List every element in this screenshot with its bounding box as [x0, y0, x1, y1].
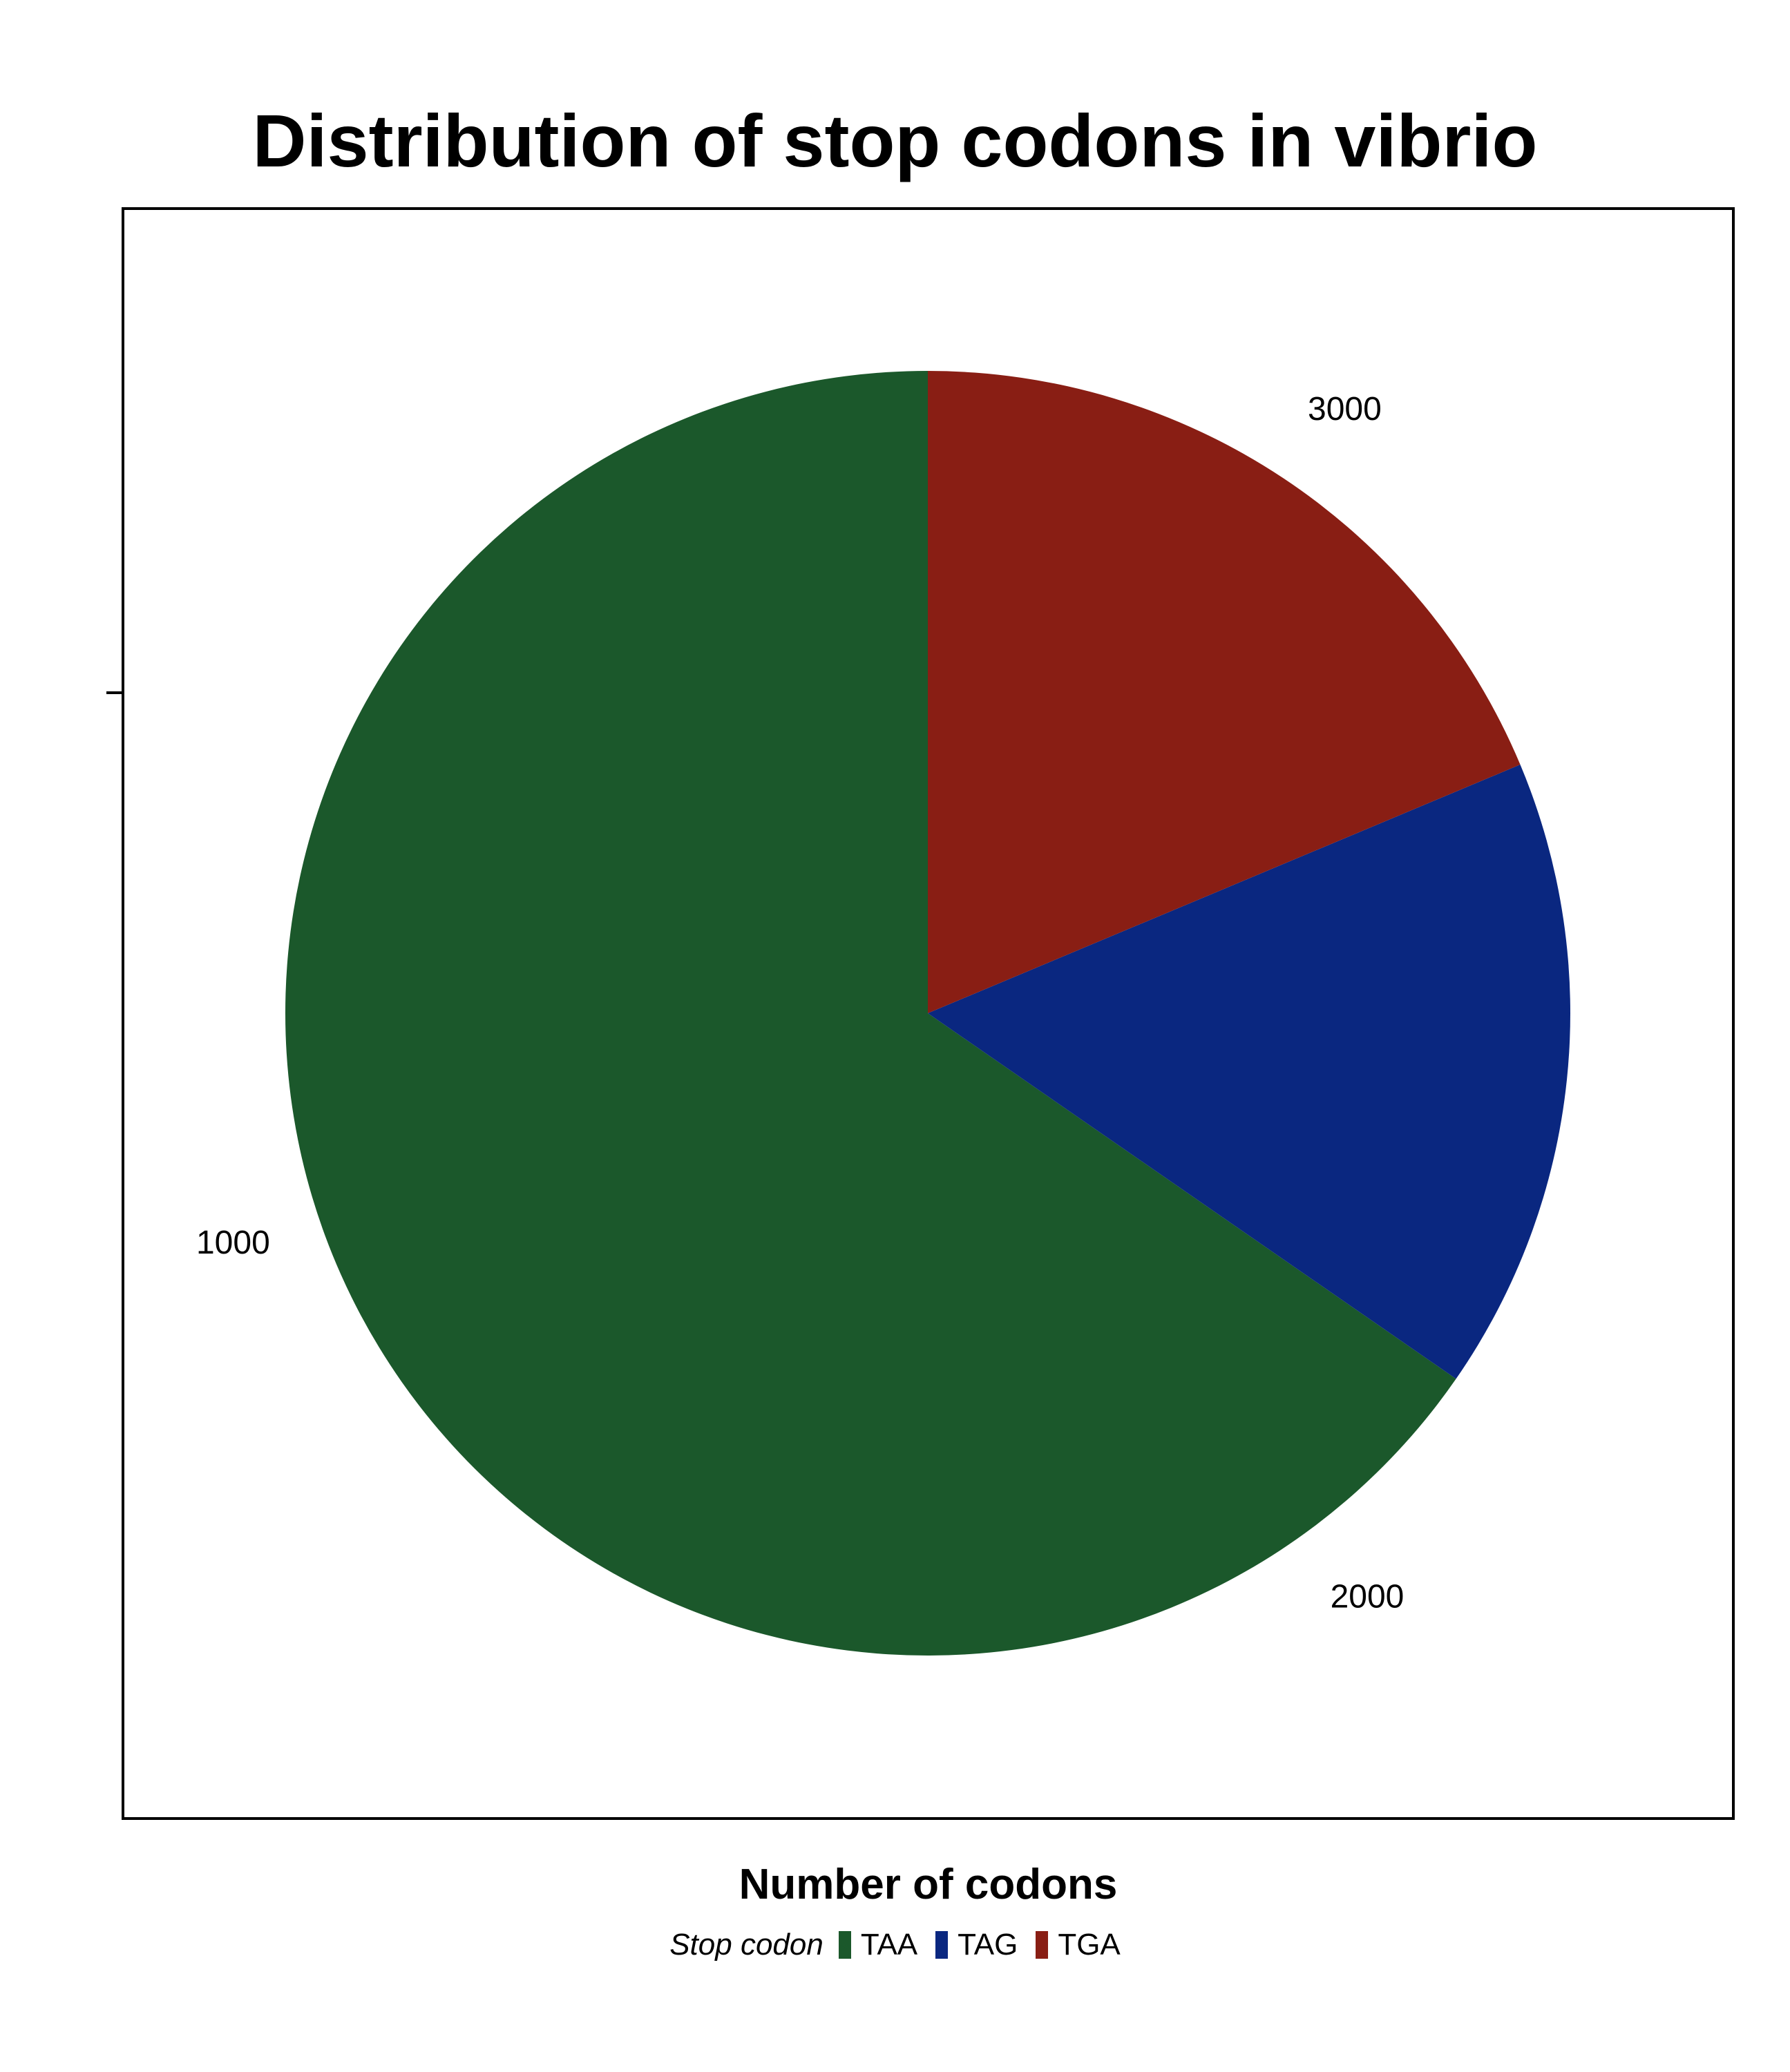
legend-label-tga: TGA: [1058, 1928, 1121, 1961]
legend-key-tag: [935, 1931, 949, 1959]
legend-label-taa: TAA: [860, 1928, 918, 1961]
chart-title: Distribution of stop codons in vibrio: [252, 99, 1538, 182]
pie-slices: [285, 370, 1570, 1656]
theta-tick-label-3000: 3000: [1308, 391, 1382, 428]
x-axis-title: Number of codons: [739, 1861, 1118, 1908]
legend-item-tga: TGA: [1036, 1928, 1121, 1961]
pie-slice-taa: [285, 371, 1456, 1656]
legend-item-tag: TAG: [935, 1930, 1018, 1960]
plot-panel-border: [122, 207, 1735, 1820]
theta-tick-label-2000: 2000: [1331, 1579, 1405, 1615]
legend-title: Stop codon: [669, 1928, 823, 1961]
legend-item-taa: TAA: [838, 1928, 918, 1961]
legend: Stop codon TAA TAG TGA: [0, 1930, 1790, 1960]
theta-tick-label-1000: 1000: [196, 1225, 270, 1261]
pie-slice-tga: [928, 370, 1521, 1013]
legend-key-taa: [838, 1931, 851, 1959]
legend-key-tga: [1036, 1931, 1049, 1959]
theta-tick-labels: 1000 2000 3000: [196, 391, 1404, 1615]
pie-slice-tag: [928, 765, 1570, 1379]
legend-label-tag: TAG: [958, 1928, 1018, 1961]
